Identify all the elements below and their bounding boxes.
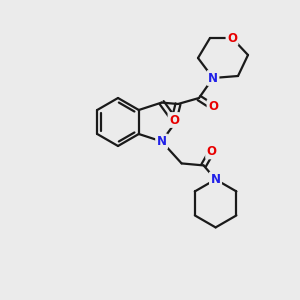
Text: N: N	[208, 71, 218, 85]
Text: N: N	[157, 135, 166, 148]
Text: O: O	[227, 32, 237, 44]
Text: O: O	[207, 145, 217, 158]
Text: N: N	[211, 173, 220, 186]
Text: N: N	[211, 173, 220, 186]
Text: O: O	[208, 100, 218, 113]
Text: O: O	[169, 113, 179, 127]
